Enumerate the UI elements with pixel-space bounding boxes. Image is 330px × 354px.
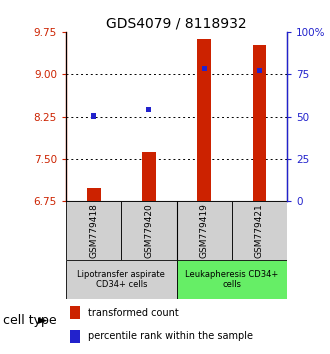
Text: GSM779421: GSM779421 [255, 203, 264, 258]
FancyBboxPatch shape [177, 201, 232, 259]
Text: percentile rank within the sample: percentile rank within the sample [88, 331, 253, 342]
Bar [197, 39, 211, 201]
Text: GSM779420: GSM779420 [145, 203, 153, 258]
FancyBboxPatch shape [66, 259, 177, 299]
Bar [70, 306, 81, 319]
Text: GSM779419: GSM779419 [200, 203, 209, 258]
Bar [147, 107, 151, 112]
Text: Lipotransfer aspirate
CD34+ cells: Lipotransfer aspirate CD34+ cells [77, 270, 165, 289]
FancyBboxPatch shape [177, 259, 287, 299]
FancyBboxPatch shape [66, 201, 121, 259]
FancyBboxPatch shape [232, 201, 287, 259]
Bar [257, 68, 262, 73]
Text: GSM779418: GSM779418 [89, 203, 98, 258]
Bar [252, 45, 266, 201]
FancyBboxPatch shape [121, 201, 177, 259]
Bar [91, 114, 96, 119]
Bar [142, 152, 156, 201]
Text: Leukapheresis CD34+
cells: Leukapheresis CD34+ cells [185, 270, 279, 289]
Bar [70, 330, 81, 343]
Title: GDS4079 / 8118932: GDS4079 / 8118932 [106, 17, 247, 31]
Text: transformed count: transformed count [88, 308, 179, 318]
Bar [87, 188, 101, 201]
Bar [202, 66, 207, 71]
Text: ►: ► [38, 314, 48, 327]
Text: cell type: cell type [3, 314, 57, 327]
